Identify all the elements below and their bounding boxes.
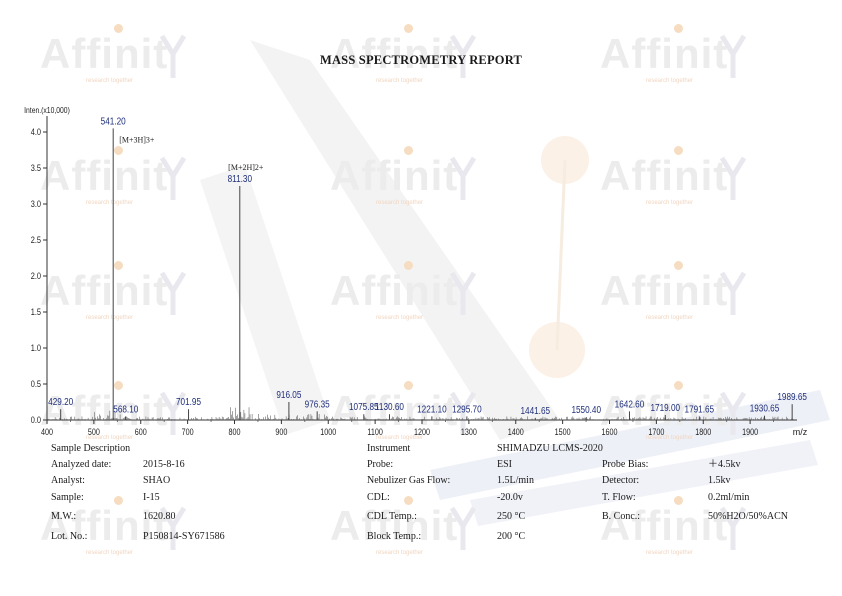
- sample-value: I-15: [143, 492, 160, 503]
- cdl-label: CDL:: [367, 492, 390, 503]
- mw-label: M.W.:: [51, 511, 77, 522]
- nebulizer-gas-flow-value: 1.5L/min: [497, 475, 534, 486]
- y-tick-label: 2.0: [31, 271, 42, 281]
- peak-label: 976.35: [305, 397, 330, 409]
- y-tick-label: 3.0: [31, 199, 42, 209]
- analyzed-date-label: Analyzed date:: [51, 459, 112, 470]
- y-tick-label: 1.0: [31, 343, 42, 353]
- y-tick-label: 2.5: [31, 235, 42, 245]
- probe-value: ESI: [497, 459, 512, 470]
- sample-label: Sample:: [51, 492, 84, 503]
- x-tick-label: 1900: [742, 427, 758, 437]
- peak-label: 916.05: [276, 388, 301, 400]
- peak-label: 429.20: [48, 395, 73, 407]
- peak-annotation: [M+3H]3+: [119, 135, 155, 144]
- x-tick-label: 1100: [367, 427, 383, 437]
- x-tick-label: 1000: [320, 427, 336, 437]
- peak-label: 701.95: [176, 395, 201, 407]
- peak-label: 1642.60: [615, 397, 645, 409]
- peak-label: 1130.60: [375, 400, 404, 412]
- b-conc-value: 50%H2O/50%ACN: [708, 511, 788, 522]
- lot-number-label: Lot. No.:: [51, 531, 88, 542]
- x-tick-label: 700: [182, 427, 194, 437]
- peak-annotation: [M+2H]2+: [228, 163, 264, 172]
- cdl-temp-value: 250 °C: [497, 511, 526, 522]
- x-tick-label: 1800: [695, 427, 711, 437]
- mw-value: 1620.80: [143, 511, 176, 522]
- probe-label: Probe:: [367, 459, 394, 470]
- y-axis-title: Inten.(x10,000): [24, 105, 70, 115]
- analyzed-date-value: 2015-8-16: [143, 459, 185, 470]
- x-tick-label: 1700: [648, 427, 664, 437]
- x-tick-label: 900: [275, 427, 287, 437]
- peak-label: 1550.40: [571, 403, 601, 415]
- peak-label: 1295.70: [452, 402, 482, 414]
- peak-label: 1989.65: [777, 390, 807, 402]
- x-tick-label: 1600: [602, 427, 618, 437]
- block-temp-value: 200 °C: [497, 531, 526, 542]
- t-flow-label: T. Flow:: [602, 492, 636, 503]
- cdl-value: -20.0v: [497, 492, 523, 503]
- y-tick-label: 0.0: [31, 415, 42, 425]
- analyst-value: SHAO: [143, 475, 171, 486]
- report-title: MASS SPECTROMETRY REPORT: [319, 53, 523, 67]
- peak-label: 1719.00: [650, 401, 680, 413]
- instrument-label: Instrument: [367, 443, 411, 454]
- sample-heading: Sample Description: [51, 443, 131, 454]
- probe-bias-label: Probe Bias:: [602, 459, 649, 470]
- x-tick-label: 800: [229, 427, 241, 437]
- detector-value: 1.5kv: [708, 475, 731, 486]
- peak-label: 1791.65: [685, 402, 715, 414]
- x-axis-title: m/z: [793, 427, 808, 437]
- y-tick-label: 3.5: [31, 163, 42, 173]
- peak-label: 1930.65: [750, 402, 780, 414]
- peak-label: 568.10: [113, 402, 138, 414]
- peak-label: 541.20: [101, 114, 126, 126]
- analyst-label: Analyst:: [51, 475, 85, 486]
- detector-label: Detector:: [602, 475, 640, 486]
- x-tick-label: 1300: [461, 427, 477, 437]
- x-tick-label: 1400: [508, 427, 524, 437]
- y-tick-label: 0.5: [31, 379, 42, 389]
- t-flow-value: 0.2ml/min: [708, 492, 750, 503]
- cdl-temp-label: CDL Temp.:: [367, 511, 417, 522]
- peak-label: 811.30: [228, 172, 252, 184]
- peak-label: 1441.65: [520, 404, 550, 416]
- instrument-value: SHIMADZU LCMS-2020: [497, 443, 603, 454]
- peak-label: 1221.10: [417, 402, 447, 414]
- y-tick-label: 4.0: [31, 127, 42, 137]
- probe-bias-value: ＋4.5kv: [708, 459, 741, 470]
- x-tick-label: 1200: [414, 427, 430, 437]
- b-conc-label: B. Conc.:: [602, 511, 641, 522]
- block-temp-label: Block Temp.:: [367, 531, 422, 542]
- x-tick-label: 500: [88, 427, 100, 437]
- lot-number-value: P150814-SY671586: [143, 531, 225, 542]
- x-tick-label: 600: [135, 427, 147, 437]
- y-tick-label: 1.5: [31, 307, 42, 317]
- x-tick-label: 400: [41, 427, 53, 437]
- nebulizer-gas-flow-label: Nebulizer Gas Flow:: [367, 475, 451, 486]
- peak-label: 1075.85: [349, 400, 379, 412]
- x-tick-label: 1500: [555, 427, 571, 437]
